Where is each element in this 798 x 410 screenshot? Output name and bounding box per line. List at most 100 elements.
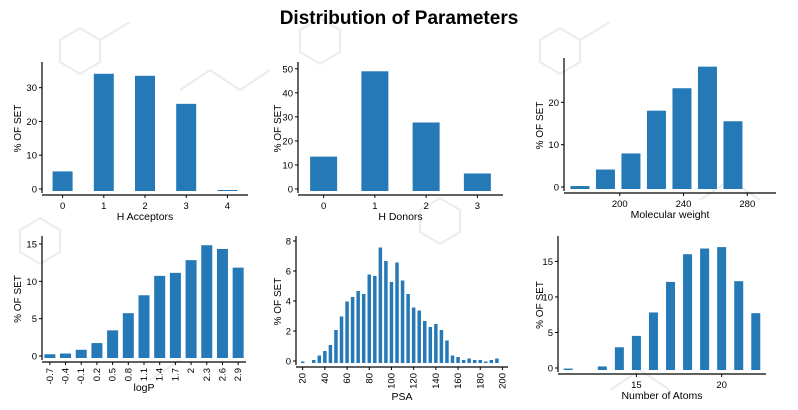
x-tick-label: 80	[364, 373, 375, 384]
bar	[384, 261, 388, 363]
bar	[723, 121, 743, 189]
bar	[751, 313, 761, 370]
y-tick-label: 5	[548, 328, 553, 339]
x-tick-label: 2.6	[217, 368, 228, 381]
x-tick-label: -0.4	[61, 368, 72, 384]
x-tick-label: 1.4	[155, 368, 166, 381]
x-tick-label: 40	[320, 373, 331, 384]
x-tick-label: 1	[101, 201, 106, 212]
bar	[356, 291, 360, 363]
bar	[339, 316, 344, 363]
bar	[323, 351, 327, 363]
chart-h-acceptors: 0 10 20 30 0 1 2 3 4 H Acceptors % OF SET	[13, 62, 248, 223]
x-tick-label: 2	[423, 201, 428, 212]
chart-psa: 0 2 4 6 8 20 40 60 80 100 120 140 160 180 200 PSA % OF S…	[273, 236, 508, 403]
bar	[75, 349, 87, 358]
bar	[717, 247, 727, 370]
y-tick-label: 50	[282, 64, 293, 75]
x-tick-label: 100	[386, 373, 397, 389]
bar	[378, 247, 383, 363]
bar	[345, 301, 349, 363]
x-axis-label: H Acceptors	[117, 211, 174, 223]
chart-number-of-atoms: 0 5 10 15 15 20 Number of Atoms % OF SET	[535, 236, 766, 402]
y-axis-label: % OF SET	[13, 275, 24, 323]
x-tick-label: 140	[431, 373, 442, 389]
y-tick-label: 8	[286, 237, 291, 248]
bar	[389, 282, 394, 363]
bar	[201, 245, 213, 358]
y-tick-label: 5	[32, 314, 37, 325]
bar	[614, 347, 624, 370]
chart-logp: 0 5 10 15 -0.7 -0.4 -0.1 0.2 0.5 0.8 1.1 1.4 1.7 2 2.3…	[13, 236, 246, 394]
bar	[154, 275, 166, 358]
y-tick-label: 30	[282, 112, 293, 123]
bar	[621, 153, 641, 189]
y-tick-label: 10	[26, 151, 37, 162]
bar	[185, 260, 197, 358]
bar	[456, 357, 460, 363]
x-tick-label: 0	[60, 201, 65, 212]
bar	[417, 310, 421, 363]
bar	[107, 330, 119, 358]
x-tick-label: 60	[342, 373, 353, 384]
bar	[310, 156, 338, 191]
x-tick-label: 3	[184, 201, 189, 212]
y-tick-label: 0	[554, 183, 559, 194]
x-axis-label: Molecular weight	[631, 209, 710, 221]
x-tick-label: -0.7	[45, 368, 56, 384]
bar	[350, 297, 355, 363]
bar	[666, 281, 676, 370]
bar	[683, 254, 693, 370]
bars-h-donors	[310, 71, 491, 191]
bars-h-acceptors	[52, 73, 238, 191]
bar	[489, 360, 494, 363]
bar	[361, 294, 366, 363]
x-tick-label: 0.2	[92, 368, 103, 381]
bar	[563, 368, 573, 370]
y-tick-label: 15	[26, 239, 37, 250]
bar	[411, 307, 416, 363]
x-tick-label: 1	[372, 201, 377, 212]
x-tick-label: 20	[716, 380, 727, 391]
x-tick-label: 2	[186, 368, 197, 373]
bar	[317, 355, 322, 363]
y-tick-label: 10	[548, 140, 559, 151]
bar	[672, 88, 692, 189]
bar	[60, 353, 72, 358]
bar	[648, 312, 658, 370]
y-tick-label: 0	[288, 185, 293, 196]
x-tick-label: 3	[475, 201, 480, 212]
bar	[52, 171, 73, 191]
bar	[169, 272, 181, 358]
x-axis-label: PSA	[391, 391, 412, 403]
y-axis-label: % OF SET	[535, 281, 546, 329]
bar	[122, 313, 134, 358]
x-tick-label: 2.3	[202, 368, 213, 381]
x-tick-label: 0.5	[108, 368, 119, 381]
y-tick-label: 20	[282, 136, 293, 147]
bar	[216, 248, 228, 358]
bar	[423, 321, 427, 363]
bar	[400, 280, 405, 363]
bar	[138, 295, 150, 358]
bar	[328, 345, 333, 363]
x-tick-label: 0	[321, 201, 326, 212]
bars-psa	[300, 247, 499, 363]
x-tick-label: 120	[409, 373, 420, 389]
x-tick-label: 15	[631, 380, 642, 391]
y-axis-label: % OF SET	[273, 278, 284, 326]
bar	[367, 274, 372, 363]
y-tick-label: 30	[26, 83, 37, 94]
y-axis-label: % OF SET	[13, 105, 24, 153]
y-tick-label: 40	[282, 88, 293, 99]
bar	[93, 73, 114, 191]
bar	[463, 173, 491, 191]
x-axis-label: logP	[133, 382, 154, 394]
bar	[334, 330, 338, 363]
y-tick-label: 2	[286, 327, 291, 338]
bar	[395, 262, 399, 363]
bar	[312, 360, 316, 363]
bar	[570, 186, 590, 189]
bar	[495, 358, 499, 363]
bar	[478, 360, 483, 363]
